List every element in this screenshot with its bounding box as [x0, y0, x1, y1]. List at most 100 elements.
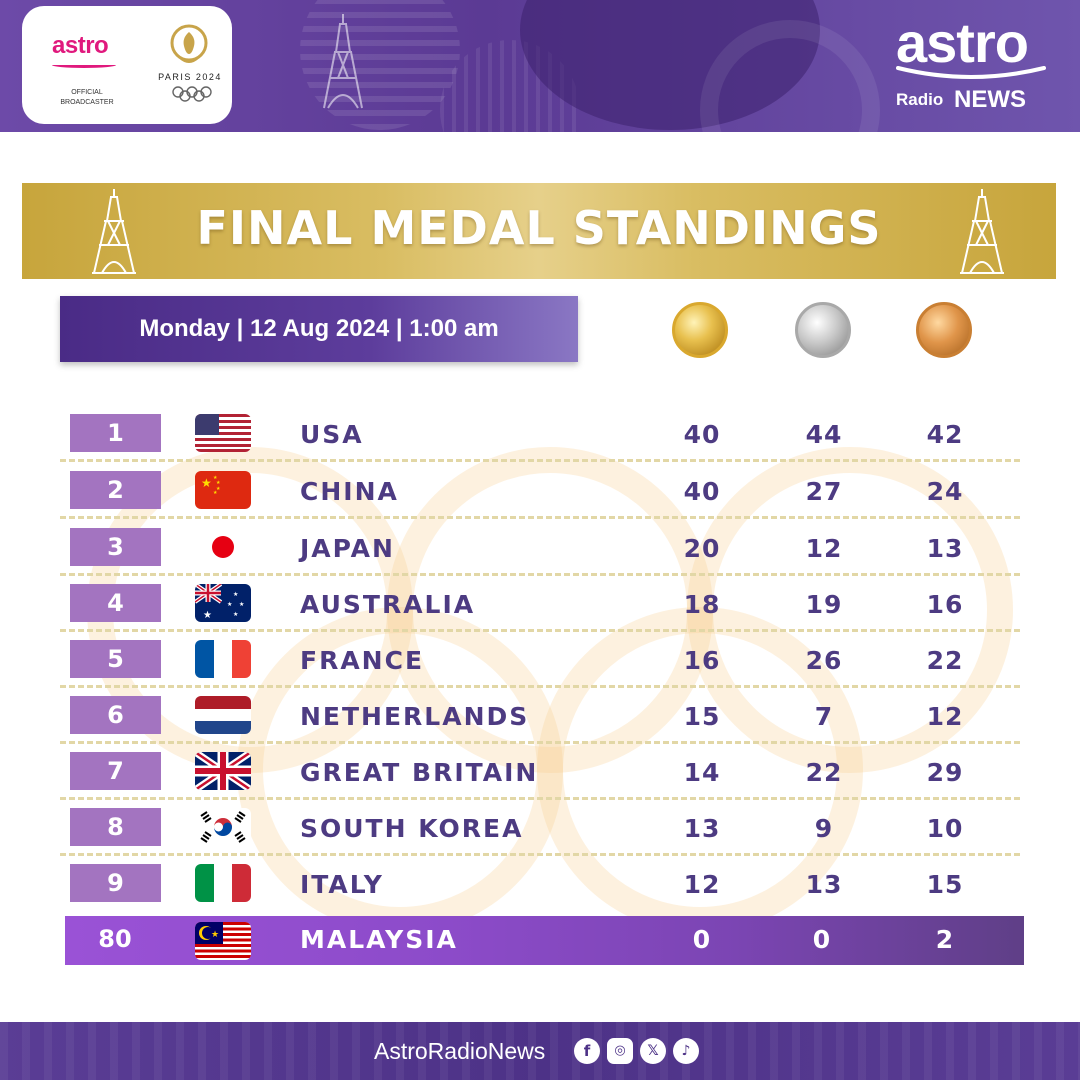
- silver-count: 44: [805, 420, 843, 449]
- svg-text:★: ★: [227, 601, 232, 608]
- country-name: FRANCE: [300, 646, 425, 675]
- bronze-count: 22: [926, 646, 964, 675]
- country-name: NETHERLANDS: [300, 702, 530, 731]
- silver-count: 26: [805, 646, 843, 675]
- silver-count: 9: [814, 814, 834, 843]
- paris-2024-label: PARIS 2024: [158, 72, 222, 82]
- japan-flag-icon: [195, 528, 251, 566]
- row-divider: [60, 741, 1020, 744]
- gold-count: 13: [683, 814, 721, 843]
- bronze-count: 12: [926, 702, 964, 731]
- gold-medal-icon: [672, 302, 728, 358]
- social-handle: AstroRadioNews: [374, 1038, 546, 1064]
- country-name: USA: [300, 420, 364, 449]
- facebook-icon[interactable]: f: [574, 1038, 600, 1064]
- table-row: 8 SOUTH KOREA 13 9 10: [60, 808, 1020, 864]
- gold-count: 0: [692, 925, 712, 954]
- svg-text:★: ★: [213, 475, 218, 481]
- gold-count: 40: [683, 477, 721, 506]
- astro-logo: astro: [896, 11, 1029, 74]
- rank-badge: 8: [70, 808, 161, 846]
- svg-text:★: ★: [233, 591, 238, 598]
- table-row: 3 JAPAN 20 12 13: [60, 528, 1020, 584]
- rank-badge: 1: [70, 414, 161, 452]
- silver-count: 7: [814, 702, 834, 731]
- china-flag-icon: ★ ★ ★ ★ ★: [195, 471, 251, 509]
- caption-line: OFFICIAL: [71, 89, 103, 96]
- svg-text:★: ★: [213, 490, 218, 496]
- table-row: 9 ITALY 12 13 15: [60, 864, 1020, 920]
- table-row: 4 ★ ★ ★ ★ ★ AUSTRALIA 18 19 16: [60, 584, 1020, 640]
- instagram-icon[interactable]: ◎: [607, 1038, 633, 1064]
- official-broadcaster-card: astro OFFICIAL BROADCASTER PARIS 2024: [22, 6, 232, 124]
- svg-text:★: ★: [233, 611, 238, 618]
- italy-flag-icon: [195, 864, 251, 902]
- silver-count: 0: [812, 925, 832, 954]
- netherlands-flag-icon: [195, 696, 251, 734]
- rank-badge: 9: [70, 864, 161, 902]
- date-label: Monday | 12 Aug 2024 | 1:00 am: [139, 315, 499, 342]
- rank-badge: 3: [70, 528, 161, 566]
- row-divider: [60, 853, 1020, 856]
- partner-astro-logo: astro: [52, 32, 109, 59]
- south-korea-flag-icon: [195, 808, 251, 846]
- rank-badge: 2: [70, 471, 161, 509]
- svg-text:★: ★: [203, 610, 212, 621]
- bronze-count: 29: [926, 758, 964, 787]
- bronze-count: 10: [926, 814, 964, 843]
- official-broadcaster-caption: OFFICIAL BROADCASTER: [60, 88, 114, 108]
- caption-line: BROADCASTER: [60, 99, 114, 106]
- gold-count: 40: [683, 420, 721, 449]
- paris-2024-emblem-icon: [170, 24, 208, 63]
- page-title: FINAL MEDAL STANDINGS: [196, 201, 882, 255]
- country-name: AUSTRALIA: [300, 590, 476, 619]
- title-banner: FINAL MEDAL STANDINGS: [22, 183, 1056, 279]
- row-divider: [60, 685, 1020, 688]
- bronze-medal-icon: [916, 302, 972, 358]
- tiktok-icon[interactable]: ♪: [673, 1038, 699, 1064]
- silver-medal-icon: [795, 302, 851, 358]
- rank-badge: 80: [98, 925, 132, 953]
- table-row: 6 NETHERLANDS 15 7 12: [60, 696, 1020, 752]
- bronze-count: 13: [926, 534, 964, 563]
- olympic-rings-icon: [172, 86, 212, 102]
- header-band: astro OFFICIAL BROADCASTER PARIS 2024 as…: [0, 0, 1080, 132]
- brand-radio-label: Radio: [896, 90, 944, 109]
- country-name: GREAT BRITAIN: [300, 758, 539, 787]
- malaysia-flag-icon: ★: [195, 922, 251, 960]
- row-divider: [60, 629, 1020, 632]
- gold-count: 14: [683, 758, 721, 787]
- great-britain-flag-icon: [195, 752, 251, 790]
- rank-badge: 6: [70, 696, 161, 734]
- silver-count: 13: [805, 870, 843, 899]
- row-divider: [60, 459, 1020, 462]
- rank-badge: 4: [70, 584, 161, 622]
- footer-decoration: [0, 1022, 1080, 1080]
- header-decoration: [300, 0, 460, 130]
- eiffel-tower-icon: [960, 189, 1004, 274]
- gold-count: 12: [683, 870, 721, 899]
- gold-count: 20: [683, 534, 721, 563]
- country-name: MALAYSIA: [300, 925, 458, 954]
- svg-text:★: ★: [216, 486, 221, 492]
- brand-news-label: NEWS: [954, 86, 1026, 113]
- svg-text:★: ★: [201, 476, 212, 490]
- x-icon[interactable]: 𝕏: [640, 1038, 666, 1064]
- table-row: 7 GREAT BRITAIN 14 22 29: [60, 752, 1020, 808]
- rank-badge: 5: [70, 640, 161, 678]
- svg-text:★: ★: [239, 601, 244, 608]
- eiffel-tower-icon: [323, 14, 363, 109]
- rank-badge: 7: [70, 752, 161, 790]
- silver-count: 22: [805, 758, 843, 787]
- bronze-count: 24: [926, 477, 964, 506]
- bronze-count: 15: [926, 870, 964, 899]
- eiffel-tower-icon: [92, 189, 136, 274]
- gold-count: 16: [683, 646, 721, 675]
- table-row: 1 USA 40 44 42: [60, 414, 1020, 470]
- bronze-count: 42: [926, 420, 964, 449]
- table-row: 2 ★ ★ ★ ★ ★ CHINA 40 27 24: [60, 471, 1020, 527]
- country-name: JAPAN: [300, 534, 395, 563]
- astro-logo-swoosh: [896, 66, 1046, 79]
- bronze-count: 16: [926, 590, 964, 619]
- date-banner: Monday | 12 Aug 2024 | 1:00 am: [60, 296, 578, 362]
